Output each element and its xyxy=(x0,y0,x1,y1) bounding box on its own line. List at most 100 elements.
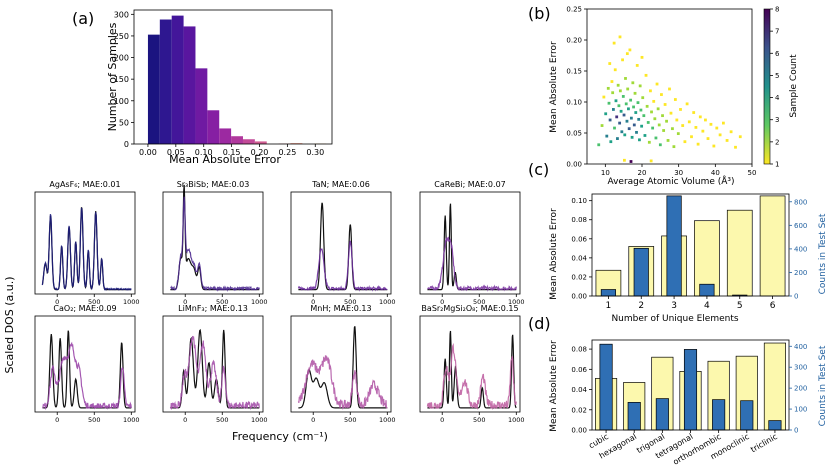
scatter-point xyxy=(623,158,626,162)
scatter-point xyxy=(673,98,677,101)
mae-bar xyxy=(759,195,786,297)
scatter-point xyxy=(672,145,676,149)
scatter-point xyxy=(633,91,637,95)
colorbar-tick-label: 1 xyxy=(775,161,779,169)
scatter-xtick-label: 10 xyxy=(601,169,610,177)
dos-panel-title: Sr₃BiSb; MAE:0.03 xyxy=(177,180,250,189)
dos-axes xyxy=(162,315,264,413)
scatter-point xyxy=(615,115,619,119)
dos-axes xyxy=(290,315,392,413)
dos-panel: TaN; MAE:0.06 0 500 1000 xyxy=(290,180,396,306)
dual-axes xyxy=(591,193,790,297)
scatter-point xyxy=(709,122,713,126)
histogram-bar xyxy=(219,128,232,144)
scatter-point xyxy=(685,102,689,106)
dos-true-line xyxy=(427,330,517,409)
xtick-label: 5 xyxy=(737,301,743,311)
ytick-right-label: 0 xyxy=(794,293,798,301)
scatter-point xyxy=(632,123,636,127)
histogram-bar xyxy=(159,19,172,145)
scatter-point xyxy=(675,118,679,122)
scatter-point xyxy=(638,138,641,142)
histogram-panel-a: Mean Absolute Error Number of Samples 0.… xyxy=(106,9,333,166)
histogram-xtick-label: 0.10 xyxy=(195,148,213,157)
histogram-bar xyxy=(183,26,196,145)
histogram-xtick-label: 0.20 xyxy=(251,148,269,157)
xtick-label: triclinic xyxy=(749,432,779,454)
scatter-point xyxy=(629,98,633,102)
scatter-point xyxy=(665,119,668,123)
histogram-ytick-label: 0 xyxy=(124,140,129,149)
ytick-left-label: 0.08 xyxy=(571,346,587,354)
dos-axes xyxy=(34,191,136,295)
scatter-point xyxy=(604,112,608,116)
dos-xtick-label: 500 xyxy=(344,298,356,306)
scatter-point xyxy=(631,81,635,85)
scatter-point xyxy=(687,120,691,124)
dos-panel: AgAsF₆; MAE:0.01 0 500 1000 xyxy=(34,180,140,306)
dos-axes xyxy=(419,315,521,413)
scatter-point xyxy=(722,121,725,125)
scatter-point xyxy=(643,134,647,137)
scatter-point xyxy=(645,104,649,108)
scatter-ytick-label: 0.10 xyxy=(566,99,582,107)
scatter-point xyxy=(600,124,604,127)
scatter-point xyxy=(597,143,601,147)
count-bar xyxy=(633,247,649,297)
dos-axes xyxy=(162,191,264,295)
scatter-point xyxy=(625,52,629,56)
panel-label-a: (a) xyxy=(72,9,94,28)
dos-xtick-label: 500 xyxy=(216,416,228,424)
histogram-bar xyxy=(254,141,267,144)
ytick-right-label: 800 xyxy=(794,198,807,206)
dos-xtick-label: 0 xyxy=(440,298,444,306)
xtick-label: 4 xyxy=(704,301,710,311)
colorbar-tick-label: 8 xyxy=(775,6,779,14)
scatter-point xyxy=(627,127,631,131)
dos-panel-title: CaO₂; MAE:0.09 xyxy=(53,304,116,313)
scatter-point xyxy=(694,126,698,129)
scatter-point xyxy=(620,130,624,134)
histogram-bar xyxy=(171,15,184,145)
scatter-point xyxy=(619,109,623,113)
ytick-right-label: 200 xyxy=(794,385,807,393)
dos-axes xyxy=(419,191,521,295)
panel-label-b: (b) xyxy=(528,4,551,23)
dos-xtick-label: 1000 xyxy=(508,298,525,306)
colorbar-tick-label: 5 xyxy=(775,72,779,80)
scatter-ylabel: Mean Absolute Error xyxy=(549,41,559,133)
count-bar xyxy=(666,195,682,297)
ytick-left-label: 0.04 xyxy=(571,254,587,262)
histogram-axes xyxy=(133,9,333,145)
bar-panel-d: Mean Absolute Error Counts in Test Set 0… xyxy=(549,339,828,467)
scatter-point xyxy=(729,130,733,134)
scatter-point xyxy=(608,62,612,65)
scatter-point xyxy=(612,41,616,45)
scatter-point xyxy=(616,137,619,140)
dos-xtick-label: 500 xyxy=(473,416,485,424)
scatter-point xyxy=(658,143,662,147)
ytick-left-label: 0.08 xyxy=(571,216,587,224)
histogram-bar xyxy=(207,110,220,144)
scatter-xtick-label: 40 xyxy=(711,169,720,177)
histogram-ytick-label: 50 xyxy=(119,118,129,127)
xtick-label: 6 xyxy=(770,301,776,311)
count-bar xyxy=(699,283,715,297)
dos-xtick-label: 1000 xyxy=(379,416,396,424)
mae-bar xyxy=(763,342,786,431)
scatter-point xyxy=(649,159,653,163)
dos-xtick-label: 1000 xyxy=(379,298,396,306)
dos-pred-line xyxy=(42,341,132,411)
scatter-point xyxy=(636,101,640,105)
histogram-ytick-label: 100 xyxy=(114,97,129,106)
colorbar-tick-label: 2 xyxy=(775,138,779,146)
scatter-point xyxy=(683,140,687,144)
dos-panel-title: TaN; MAE:0.06 xyxy=(311,180,370,189)
scatter-point xyxy=(607,101,611,105)
scatter-point xyxy=(638,84,642,88)
dos-xtick-label: 1000 xyxy=(508,416,525,424)
scatter-point xyxy=(632,105,635,109)
histogram-xtick-label: 0.00 xyxy=(139,148,157,157)
dos-xlabel: Frequency (cm⁻¹) xyxy=(232,430,328,443)
ytick-right-label: 100 xyxy=(794,406,807,414)
